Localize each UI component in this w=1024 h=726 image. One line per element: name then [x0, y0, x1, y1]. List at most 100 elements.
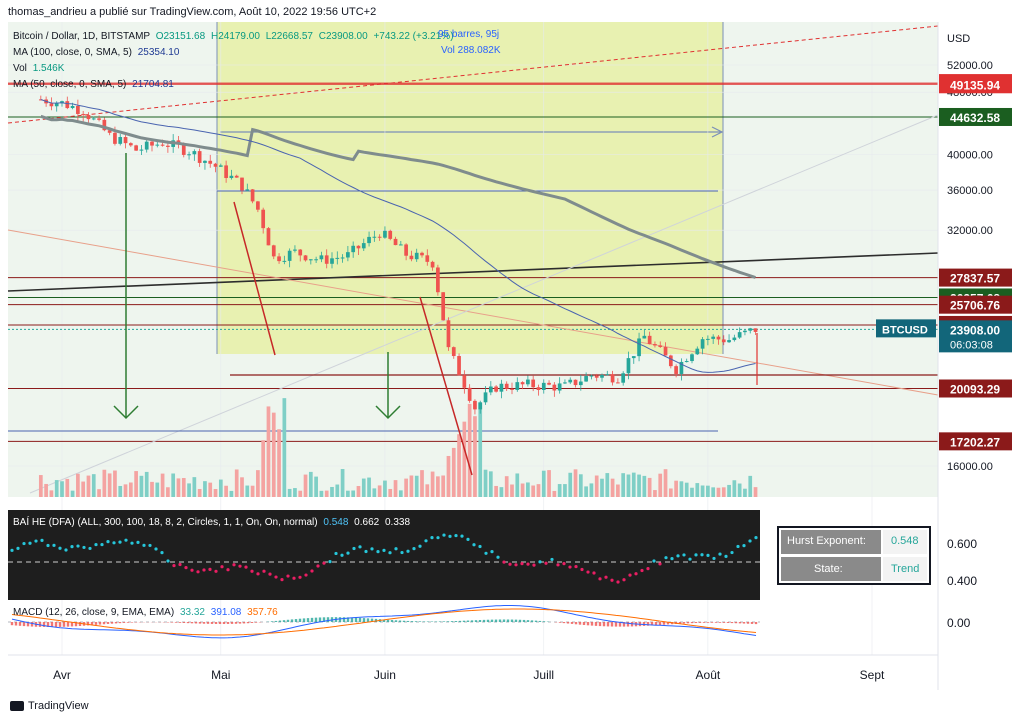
candle-body [738, 332, 742, 337]
macd-hist-bar [583, 622, 585, 625]
hurst-dot [244, 566, 247, 569]
macd-hist-bar [587, 622, 589, 625]
volume-bar [118, 486, 122, 497]
volume-bar [743, 489, 747, 497]
hurst-dot [424, 539, 427, 542]
candle-body [92, 118, 96, 119]
volume-bar [616, 485, 620, 497]
macd-hist-bar [411, 621, 413, 622]
legend-symbol[interactable]: Bitcoin / Dollar, 1D, BITSTAMP [13, 31, 150, 42]
level-price-label: 44632.58 [950, 111, 1000, 125]
hurst-legend[interactable]: BAÍ HE (DFA) (ALL, 300, 100, 18, 8, 2, C… [13, 517, 410, 528]
candle-body [309, 259, 313, 260]
legend-ma50-row[interactable]: MA (50, close, 0, SMA, 5) 21704.81 [13, 79, 174, 90]
volume-bar [245, 486, 249, 497]
macd-hist-bar [391, 620, 393, 622]
hurst-dot [604, 576, 607, 579]
candle-body [97, 118, 101, 119]
hurst-dot [118, 541, 121, 544]
macd-hist-bar [451, 621, 453, 622]
candle-body [484, 392, 488, 402]
volume-bar [674, 481, 678, 497]
macd-hist-bar [359, 618, 361, 622]
hurst-dot [256, 572, 259, 575]
macd-hist-bar [283, 620, 285, 622]
candle-body [251, 189, 255, 201]
volume-bar [605, 473, 609, 497]
volume-bar [367, 478, 371, 497]
candle-body [129, 143, 133, 145]
hurst-dot [754, 536, 757, 539]
legend-ma100-row[interactable]: MA (100, close, 0, SMA, 5) 25354.10 [13, 47, 179, 58]
candle-body [632, 356, 636, 358]
volume-bar [611, 479, 615, 497]
candle-body [187, 154, 191, 155]
volume-bar [219, 480, 223, 497]
price-tick-label: 40000.00 [947, 149, 993, 161]
candle-body [341, 257, 345, 258]
hurst-dot [730, 551, 733, 554]
hurst-dot [406, 550, 409, 553]
macd-hist-bar [31, 622, 33, 627]
hurst-dot [712, 557, 715, 560]
candle-body [373, 237, 377, 238]
volume-bar [468, 404, 472, 497]
macd-hist-bar [183, 622, 185, 623]
volume-bar [235, 469, 239, 497]
candle-body [335, 258, 339, 259]
volume-bar [224, 486, 228, 497]
macd-legend[interactable]: MACD (12, 26, close, 9, EMA, EMA) 33.32 … [13, 607, 278, 618]
macd-hist-bar [415, 621, 417, 622]
hurst-dot [628, 574, 631, 577]
hurst-dot [76, 544, 79, 547]
macd-hist-bar [299, 619, 301, 622]
macd-hist-bar [215, 622, 217, 624]
hurst-dot [592, 571, 595, 574]
hurst-dot [322, 562, 325, 565]
macd-hist-bar [443, 621, 445, 622]
hurst-dot [202, 568, 205, 571]
volume-bar [304, 475, 308, 497]
volume-bar [441, 476, 445, 497]
candle-body [150, 142, 154, 146]
candle-body [500, 384, 504, 392]
hurst-dot [736, 545, 739, 548]
candle-body [304, 255, 308, 260]
hurst-dot [688, 558, 691, 561]
hurst-dot [574, 565, 577, 568]
macd-hist-bar [595, 622, 597, 626]
price-tick-label: 32000.00 [947, 225, 993, 237]
candle-body [643, 336, 647, 339]
hurst-state-label: State: [814, 563, 843, 575]
hurst-dot [34, 539, 37, 542]
legend-vol-row[interactable]: Vol 1.546K [13, 63, 64, 74]
macd-hist-bar [691, 622, 693, 623]
macd-hist-bar [599, 622, 601, 626]
hurst-dot [742, 544, 745, 547]
macd-hist-bar [455, 621, 457, 622]
volume-bar [214, 489, 218, 497]
candle-body [648, 336, 652, 344]
hurst-state-value: Trend [891, 563, 919, 575]
volume-bar [251, 486, 255, 497]
candle-body [240, 178, 244, 191]
candle-body [727, 340, 731, 342]
macd-hist-bar [467, 621, 469, 622]
volume-bar [595, 476, 599, 497]
hurst-dot [472, 543, 475, 546]
hurst-dot [430, 536, 433, 539]
candle-body [267, 228, 271, 245]
volume-bar [272, 413, 276, 497]
macd-hist-bar [339, 617, 341, 622]
volume-bar [531, 486, 535, 497]
hurst-dot [652, 559, 655, 562]
volume-bar [568, 473, 572, 497]
candle-body [695, 349, 699, 355]
volume-bar [198, 489, 202, 497]
hurst-dot [640, 569, 643, 572]
candle-body [711, 337, 715, 339]
macd-hist-bar [219, 622, 221, 624]
legend-vol-label: Vol [13, 63, 27, 74]
legend-vol-value: 1.546K [33, 63, 65, 74]
hurst-dot [64, 548, 67, 551]
